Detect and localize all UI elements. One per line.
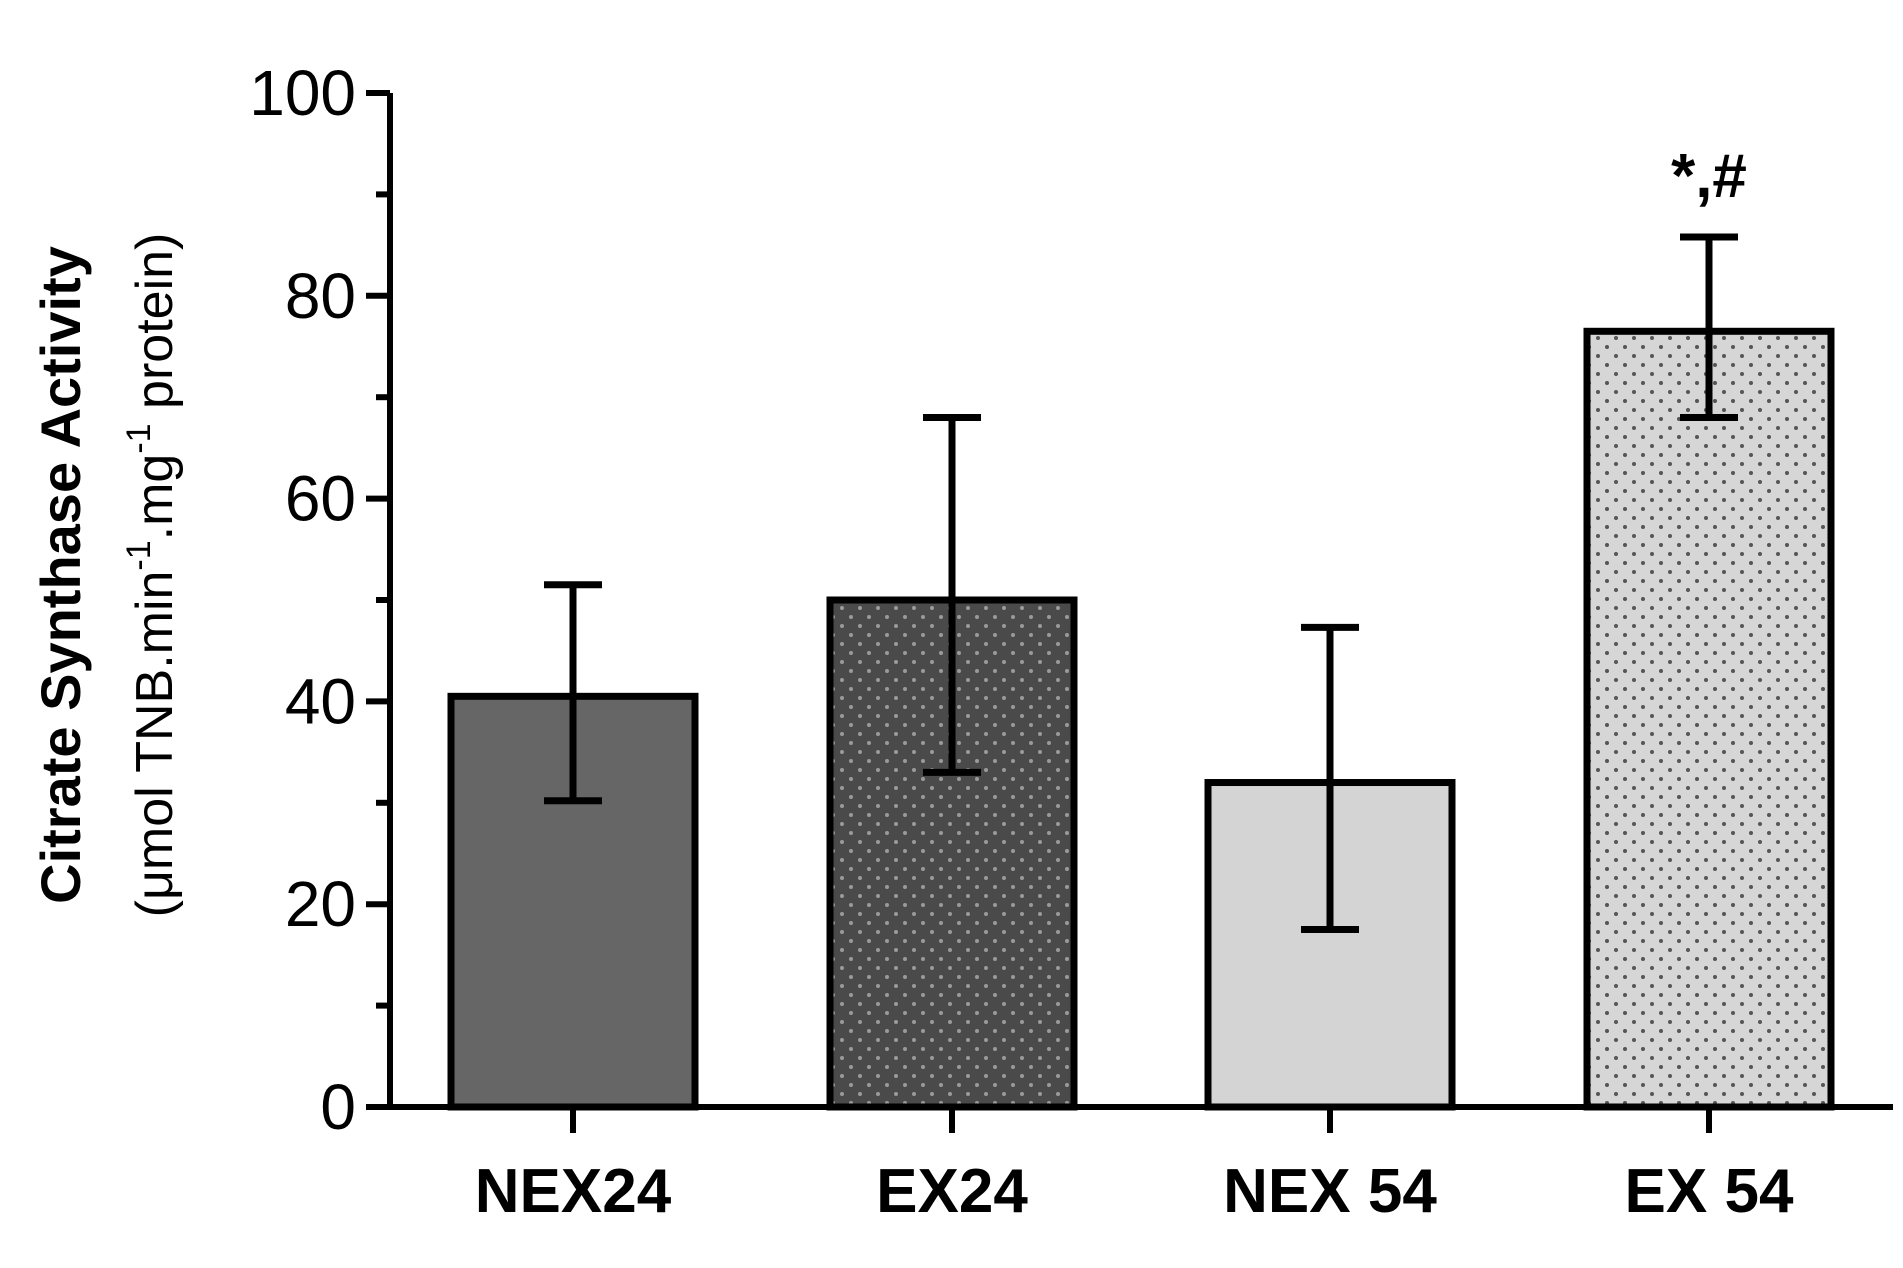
significance-annotation: *,# <box>1671 142 1747 211</box>
y-axis-title: Citrate Synthase Activity <box>29 246 92 904</box>
x-tick-label: EX 54 <box>1625 1157 1794 1226</box>
y-axis-units-mid: .mg <box>126 454 184 541</box>
y-axis-units: (μmol TNB.min-1.mg-1 protein) <box>120 233 184 918</box>
y-axis-units-close: protein) <box>126 233 184 424</box>
y-axis: 0 20 40 60 80 100 <box>249 57 393 1143</box>
y-axis-units-group: (μmol TNB.min-1.mg-1 protein) <box>120 233 184 918</box>
y-axis-units-sup1: -1 <box>120 540 158 570</box>
y-tick-label: 0 <box>320 1071 356 1143</box>
y-tick-label: 40 <box>285 665 356 737</box>
x-tick-label: NEX 54 <box>1223 1157 1437 1226</box>
x-axis: NEX24 EX24 NEX 54 EX 54 <box>387 1104 1893 1226</box>
annotations-layer: *,# <box>1671 142 1747 211</box>
y-axis-units-open: (μmol TNB.min <box>126 571 184 918</box>
y-axis-units-sup2: -1 <box>120 423 158 453</box>
y-tick-label: 20 <box>285 868 356 940</box>
y-tick-label: 100 <box>249 57 356 129</box>
y-axis-title-group: Citrate Synthase Activity <box>29 246 92 904</box>
bars-layer <box>447 327 1835 1111</box>
y-tick-label: 80 <box>285 260 356 332</box>
bar-ex-54 <box>1583 327 1835 1111</box>
error-bars-layer <box>544 233 1738 934</box>
x-tick-label: NEX24 <box>475 1157 672 1226</box>
y-tick-label: 60 <box>285 463 356 535</box>
x-tick-label: EX24 <box>876 1157 1028 1226</box>
